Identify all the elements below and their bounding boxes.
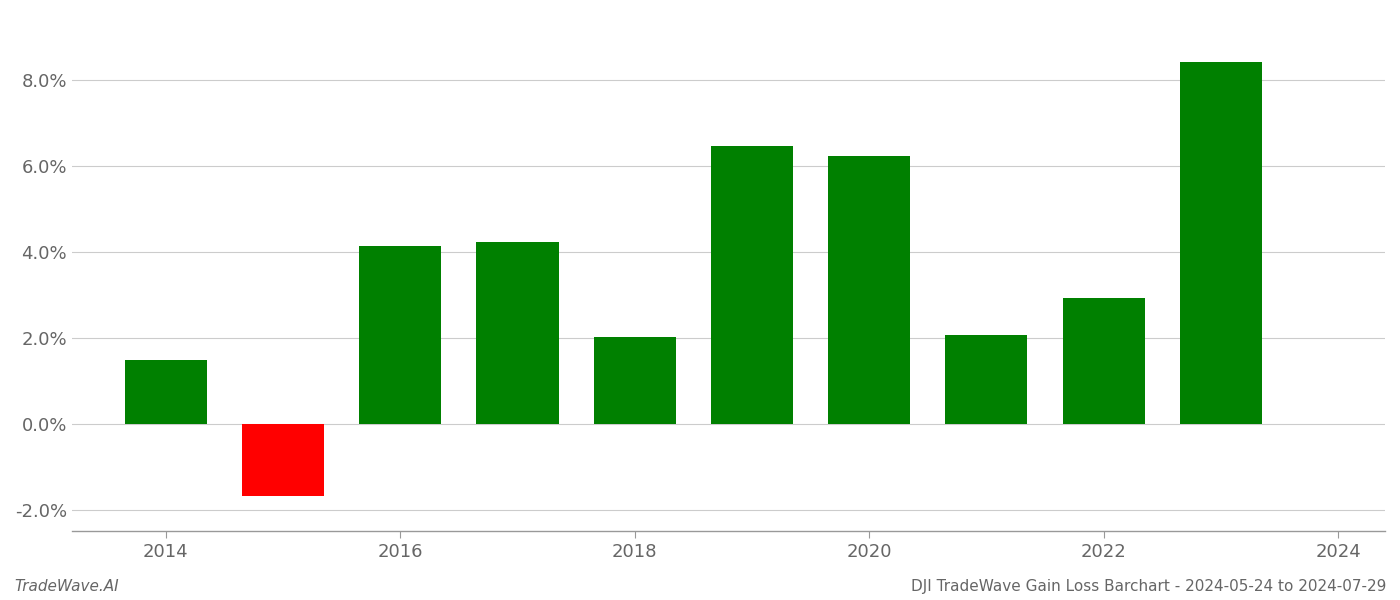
Bar <box>594 337 676 424</box>
Bar <box>125 360 207 424</box>
Bar <box>1063 298 1145 424</box>
Bar <box>476 242 559 424</box>
Text: TradeWave.AI: TradeWave.AI <box>14 579 119 594</box>
Bar <box>360 247 441 424</box>
Text: DJI TradeWave Gain Loss Barchart - 2024-05-24 to 2024-07-29: DJI TradeWave Gain Loss Barchart - 2024-… <box>910 579 1386 594</box>
Bar <box>829 156 910 424</box>
Bar <box>242 424 323 496</box>
Bar <box>1180 62 1261 424</box>
Bar <box>711 146 792 424</box>
Bar <box>945 335 1028 424</box>
